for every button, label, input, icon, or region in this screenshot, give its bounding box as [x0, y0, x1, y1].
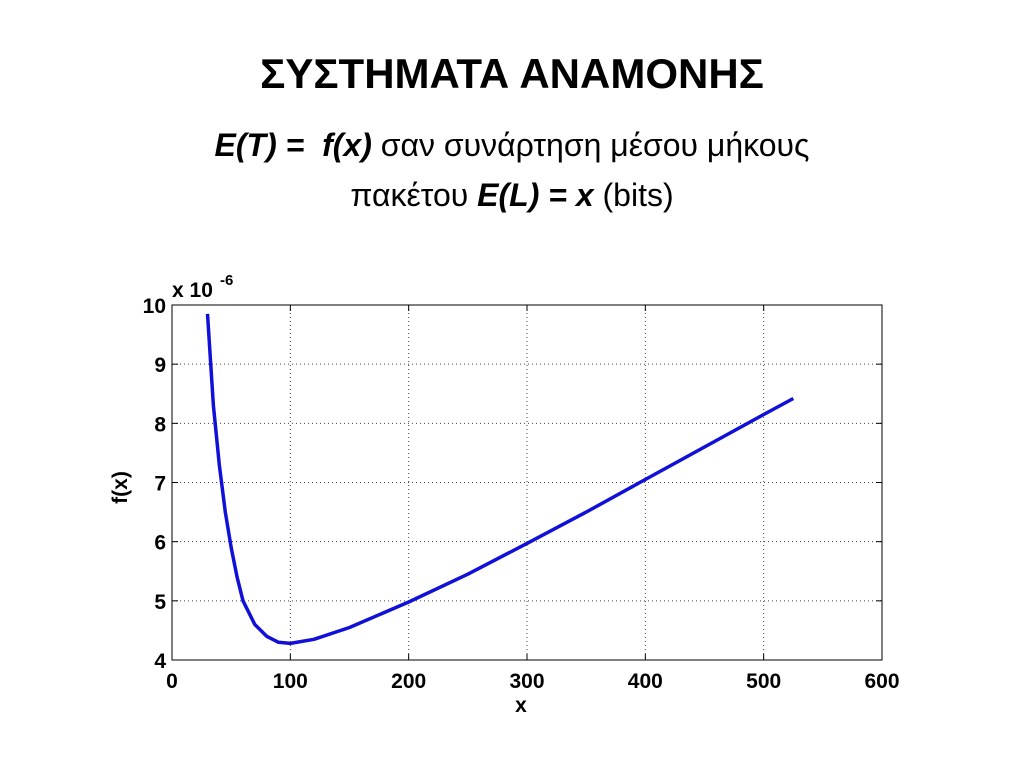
plot-frame: [171, 304, 883, 661]
y-tick-label: 7: [154, 473, 166, 496]
subtitle-part: (bits): [593, 177, 674, 213]
slide-subtitle: E(T) = f(x) σαν συνάρτηση μέσου μήκους πα…: [0, 120, 1024, 220]
x-tick-label: 300: [509, 670, 544, 693]
y-tick-label: 4: [154, 650, 166, 673]
x-tick-label: 600: [864, 670, 899, 693]
x-tick-label: 500: [746, 670, 781, 693]
y-tick-label: 8: [154, 413, 166, 436]
x-tick-label: 200: [391, 670, 426, 693]
subtitle-part: E(L) = x: [477, 177, 594, 213]
y-tick-label: 6: [154, 532, 166, 555]
x-axis-label: x: [515, 694, 527, 717]
subtitle-part: E(T) =: [214, 127, 323, 163]
subtitle-part: πακέτου: [350, 177, 478, 213]
data-line: [205, 313, 795, 646]
y-tick-label: 10: [143, 295, 166, 318]
x-tick-label: 100: [273, 670, 308, 693]
y-multiplier-exponent: -6: [220, 272, 233, 289]
x-tick-label: 0: [166, 670, 178, 693]
y-tick-label: 5: [154, 591, 166, 614]
y-multiplier: x 10: [172, 279, 213, 302]
y-tick-label: 9: [154, 354, 166, 377]
subtitle-part: σαν συνάρτηση μέσου μήκους: [371, 127, 810, 163]
y-axis-label: f(x): [109, 471, 132, 504]
subtitle-part: f(x): [322, 127, 372, 163]
x-tick-label: 400: [628, 670, 663, 693]
slide-title: ΣΥΣΤΗΜΑΤΑ ΑΝΑΜΟΝΗΣ: [260, 50, 764, 97]
